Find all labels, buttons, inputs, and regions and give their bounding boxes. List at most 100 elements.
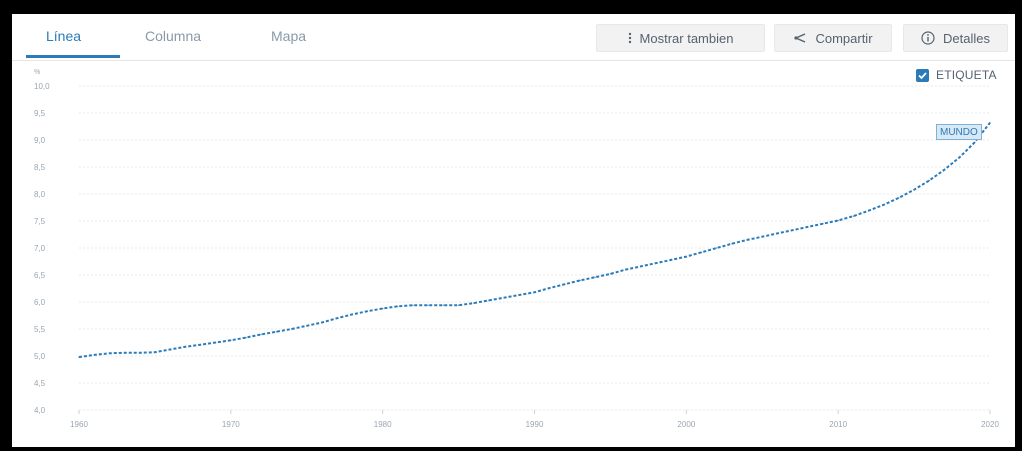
y-tick-label: 5,5: [34, 325, 46, 334]
x-tick-label: 1990: [526, 420, 544, 429]
y-tick-label: 4,0: [34, 406, 46, 415]
data-point: [230, 339, 232, 341]
data-point: [731, 243, 733, 245]
y-tick-label: 6,5: [34, 271, 46, 280]
series-line-mundo: [78, 122, 991, 359]
data-point: [943, 169, 946, 171]
data-point: [807, 226, 809, 228]
y-tick-label: 9,5: [34, 109, 46, 118]
data-point: [458, 304, 460, 306]
data-point: [321, 321, 323, 324]
data-point: [867, 210, 870, 212]
data-point: [685, 256, 687, 258]
x-tick-label: 2020: [981, 420, 999, 429]
checkbox-checked-icon[interactable]: [916, 68, 929, 82]
chart-panel: Línea Columna Mapa Mostrar tambien Compa…: [12, 14, 1015, 447]
data-point: [700, 251, 703, 253]
data-point: [792, 229, 794, 231]
data-point: [898, 197, 900, 199]
data-point: [139, 352, 141, 354]
data-point: [579, 279, 581, 281]
y-tick-label: 9,0: [34, 136, 46, 145]
data-point: [564, 283, 566, 285]
data-point: [108, 352, 110, 354]
y-tick-label: 7,0: [34, 244, 46, 253]
data-point: [852, 215, 855, 217]
data-point: [640, 265, 642, 267]
active-tab-indicator: [26, 55, 120, 58]
x-tick-label: 2010: [829, 420, 847, 429]
info-icon: [921, 31, 935, 45]
y-tick-label: 6,0: [34, 298, 46, 307]
x-tick-label: 1960: [70, 420, 88, 429]
label-toggle[interactable]: ETIQUETA: [916, 68, 997, 82]
line-chart: % 4,0 4,5 5,0 5,5 6,0 6,5 7,0 7,5 8,0 8,5 9,0 9,5 10,…: [34, 69, 999, 429]
vertical-dots-icon: [628, 32, 632, 44]
data-point: [412, 304, 414, 306]
series-name-tag: MUNDO: [936, 124, 982, 140]
data-point: [366, 310, 369, 312]
data-point: [822, 223, 824, 225]
y-tick-label: 7,5: [34, 217, 46, 226]
data-point: [549, 287, 551, 289]
share-icon: [793, 32, 807, 44]
data-point: [928, 179, 930, 182]
data-point: [959, 156, 961, 158]
x-tick-label: 1970: [222, 420, 240, 429]
data-point: [625, 269, 627, 271]
data-point: [169, 348, 171, 351]
data-point: [245, 337, 247, 339]
data-point: [473, 302, 475, 304]
data-point: [518, 294, 520, 296]
y-tick-label: 8,0: [34, 190, 46, 199]
data-point: [989, 122, 991, 124]
data-point: [442, 304, 444, 306]
data-point: [215, 341, 217, 344]
data-point: [594, 276, 596, 278]
data-point: [78, 356, 80, 358]
data-point: [716, 247, 718, 249]
data-point: [609, 273, 612, 275]
share-label: Compartir: [815, 30, 873, 46]
data-point: [351, 313, 353, 315]
data-point: [533, 291, 536, 293]
x-tick-label: 1980: [374, 420, 392, 429]
y-tick-label: 4,5: [34, 379, 46, 388]
share-button[interactable]: Compartir: [774, 24, 892, 52]
data-point: [503, 297, 505, 299]
show-also-button[interactable]: Mostrar tambien: [596, 24, 765, 52]
data-point: [291, 328, 293, 330]
data-point: [427, 304, 429, 306]
chart-type-tabs: Línea Columna Mapa Mostrar tambien Compa…: [12, 14, 1015, 61]
details-label: Detalles: [943, 30, 990, 46]
y-axis-unit-label: %: [34, 69, 40, 76]
y-tick-label: 5,0: [34, 352, 46, 361]
data-point: [306, 325, 308, 327]
tab-map[interactable]: Mapa: [271, 28, 307, 44]
details-button[interactable]: Detalles: [903, 24, 1008, 52]
data-point: [336, 317, 338, 319]
data-point: [488, 299, 490, 301]
data-point: [199, 344, 202, 346]
show-also-label: Mostrar tambien: [639, 30, 734, 46]
data-point: [761, 236, 763, 238]
y-tick-label: 10,0: [34, 82, 50, 91]
data-point: [974, 141, 976, 143]
tab-line[interactable]: Línea: [46, 28, 82, 44]
tab-column[interactable]: Columna: [145, 28, 202, 44]
data-point: [837, 219, 839, 222]
data-point: [124, 352, 126, 354]
y-tick-label: 8,5: [34, 163, 46, 172]
data-point: [397, 305, 399, 307]
data-point: [275, 331, 277, 333]
data-point: [883, 204, 885, 206]
data-point: [382, 307, 384, 310]
data-point: [93, 354, 95, 356]
data-point: [260, 333, 262, 335]
data-point: [184, 346, 186, 348]
data-point: [670, 259, 672, 261]
data-point: [746, 239, 748, 241]
data-point: [776, 232, 779, 234]
data-point: [655, 262, 657, 264]
